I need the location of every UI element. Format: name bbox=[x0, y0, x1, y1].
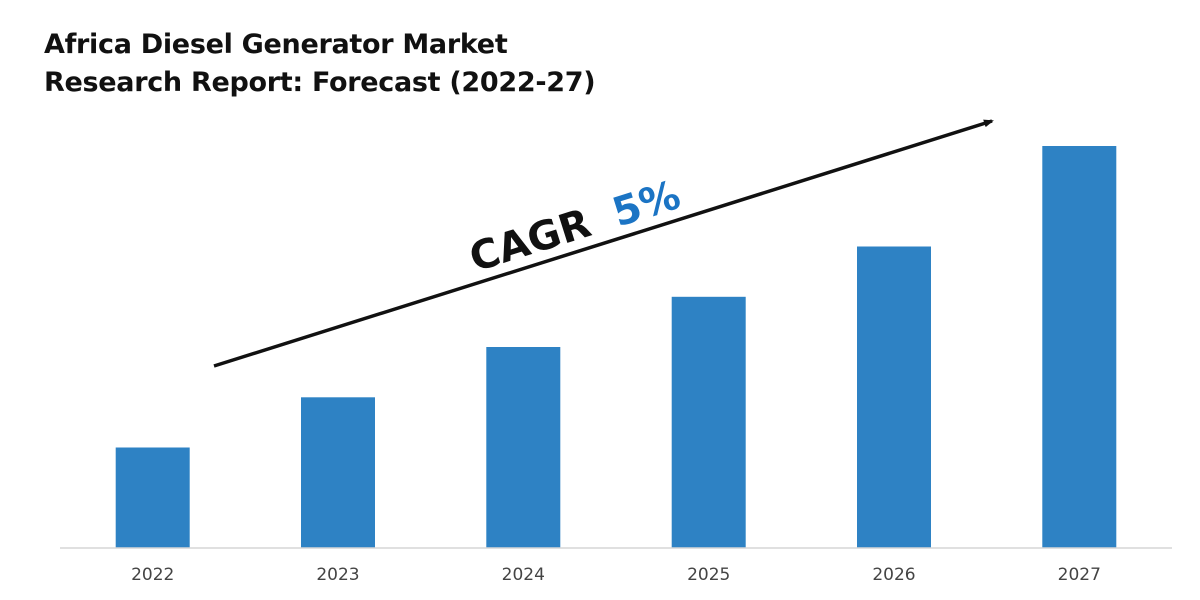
x-tick-label-2024: 2024 bbox=[502, 565, 545, 585]
bar-2022 bbox=[115, 447, 190, 548]
bar-2024 bbox=[486, 347, 561, 548]
bar-2023 bbox=[301, 397, 375, 549]
x-tick-label-2025: 2025 bbox=[687, 565, 730, 585]
x-tick-label-2023: 2023 bbox=[316, 565, 359, 585]
chart-title: Africa Diesel Generator Market Research … bbox=[44, 29, 596, 98]
bar-2026 bbox=[857, 246, 931, 548]
cagr-label: CAGR bbox=[464, 200, 596, 281]
x-tick-labels: 2022 2023 2024 2025 2026 2027 bbox=[131, 565, 1101, 585]
bar-2027 bbox=[1042, 146, 1117, 548]
cagr-arrow bbox=[213, 119, 994, 368]
bar-2025 bbox=[671, 296, 746, 549]
x-tick-label-2026: 2026 bbox=[872, 565, 915, 585]
x-tick-label-2022: 2022 bbox=[131, 565, 174, 585]
x-tick-label-2027: 2027 bbox=[1058, 565, 1101, 585]
bars-layer bbox=[115, 146, 1117, 549]
cagr-value: 5% bbox=[607, 172, 686, 236]
